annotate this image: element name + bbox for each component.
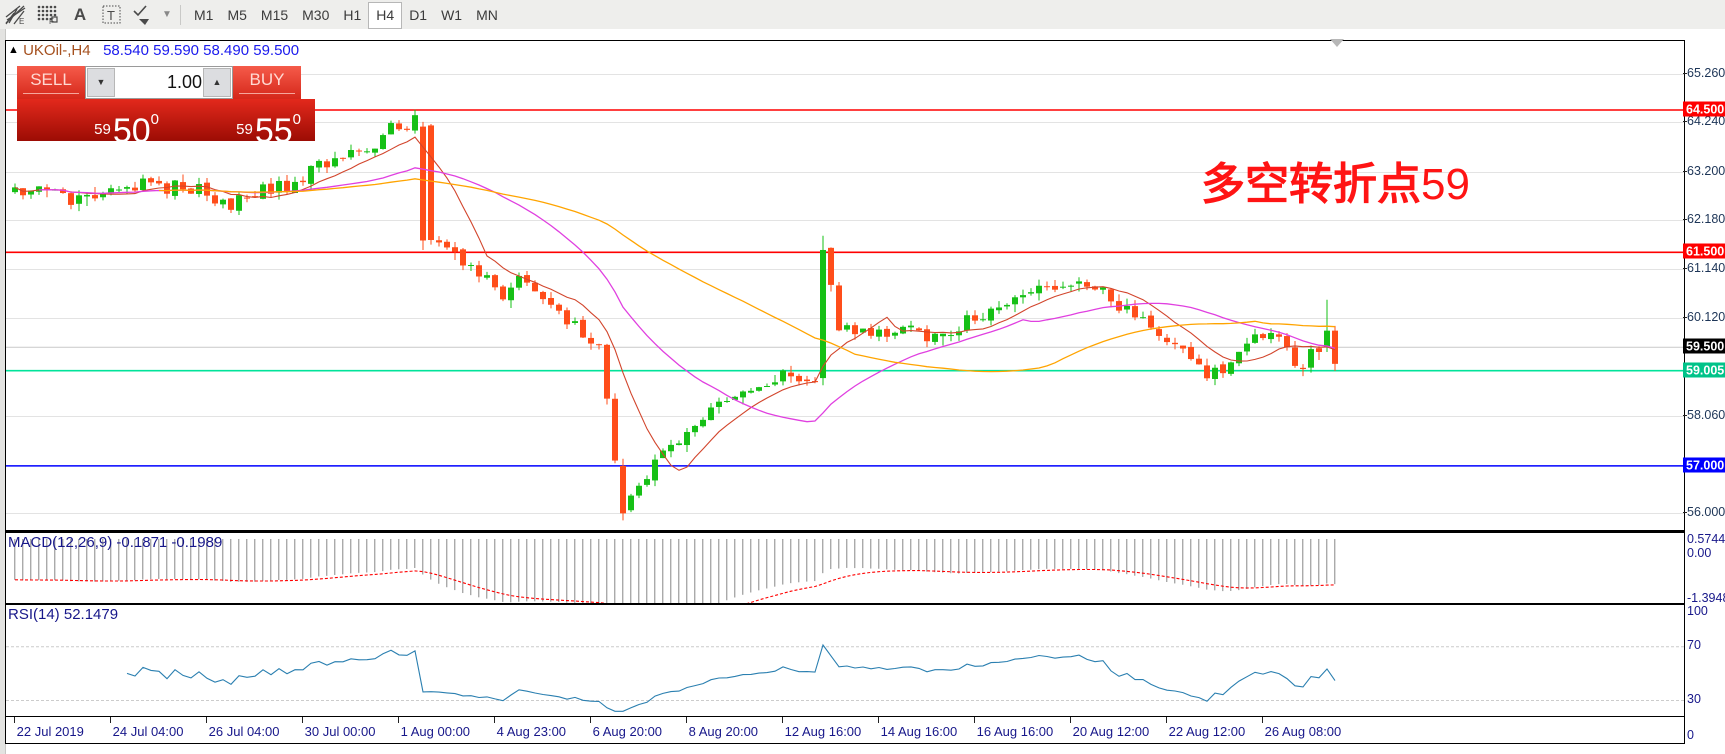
svg-text:T: T (107, 8, 115, 23)
svg-text:F: F (49, 17, 54, 25)
svg-text:E: E (19, 17, 24, 25)
